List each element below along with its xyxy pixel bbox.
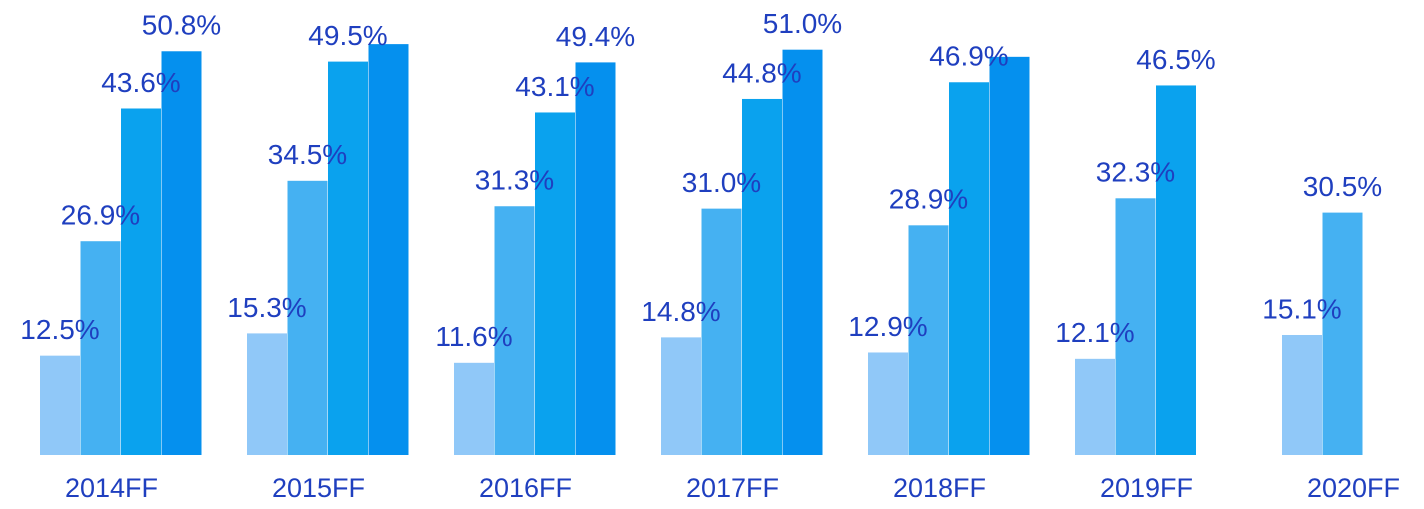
data-label: 15.1% bbox=[1262, 293, 1341, 324]
data-label: 15.3% bbox=[227, 292, 306, 323]
bar bbox=[575, 62, 616, 456]
data-label: 43.1% bbox=[515, 71, 594, 102]
x-tick-label: 2015FF bbox=[272, 473, 365, 503]
bar bbox=[868, 352, 908, 455]
x-tick-label: 2017FF bbox=[686, 473, 779, 503]
bar bbox=[1075, 358, 1115, 455]
bar bbox=[368, 44, 409, 455]
x-tick-label: 2018FF bbox=[893, 473, 986, 503]
data-label: 46.5% bbox=[1136, 44, 1215, 75]
bar bbox=[989, 56, 1030, 455]
data-label: 34.5% bbox=[268, 139, 347, 170]
bar bbox=[1115, 198, 1156, 456]
data-label: 31.3% bbox=[475, 165, 554, 196]
bar bbox=[40, 355, 80, 455]
x-tick-label: 2019FF bbox=[1100, 473, 1193, 503]
data-label: 49.5% bbox=[308, 20, 387, 51]
bar bbox=[782, 49, 823, 456]
data-label: 51.0% bbox=[763, 8, 842, 39]
bar bbox=[1282, 334, 1322, 455]
data-label: 12.5% bbox=[20, 314, 99, 345]
data-label: 30.5% bbox=[1303, 171, 1382, 202]
bar bbox=[742, 98, 782, 456]
data-label: 31.0% bbox=[682, 167, 761, 198]
bar bbox=[535, 112, 575, 456]
bar bbox=[80, 241, 121, 455]
data-label: 26.9% bbox=[61, 200, 140, 231]
x-tick-label: 2016FF bbox=[479, 473, 572, 503]
data-label: 12.1% bbox=[1055, 317, 1134, 348]
bar bbox=[661, 337, 701, 455]
data-label: 12.9% bbox=[848, 311, 927, 342]
bar bbox=[121, 108, 161, 455]
bar bbox=[328, 61, 368, 456]
data-label: 11.6% bbox=[435, 321, 512, 352]
bar bbox=[701, 208, 742, 455]
data-label: 44.8% bbox=[722, 57, 801, 88]
bar bbox=[494, 206, 535, 455]
bar bbox=[1156, 85, 1196, 456]
bar bbox=[287, 180, 328, 455]
bar bbox=[949, 82, 989, 455]
bar bbox=[454, 362, 494, 455]
data-label: 50.8% bbox=[142, 10, 221, 41]
bar bbox=[1322, 212, 1363, 455]
x-tick-label: 2020FF bbox=[1307, 473, 1400, 503]
data-label: 49.4% bbox=[556, 21, 635, 52]
data-label: 43.6% bbox=[101, 67, 180, 98]
bar bbox=[247, 333, 287, 455]
data-label: 28.9% bbox=[889, 184, 968, 215]
bar bbox=[908, 225, 949, 455]
bar bbox=[161, 51, 202, 456]
data-label: 46.9% bbox=[929, 41, 1008, 72]
data-label: 14.8% bbox=[641, 296, 720, 327]
x-tick-label: 2014FF bbox=[65, 473, 158, 503]
data-label: 32.3% bbox=[1096, 157, 1175, 188]
